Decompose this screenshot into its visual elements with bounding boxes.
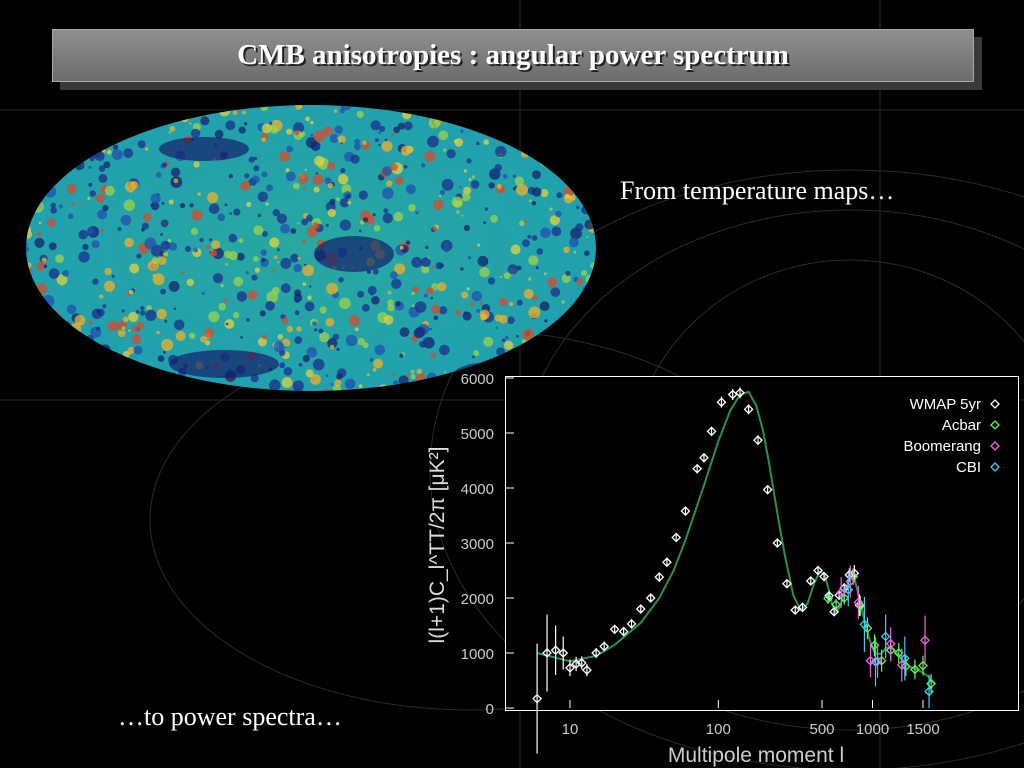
slide-title-bar: CMB anisotropies : angular power spectru… <box>52 29 974 82</box>
caption-temperature-maps: From temperature maps… <box>620 176 895 205</box>
caption-power-spectra: …to power spectra… <box>118 702 342 731</box>
slide-title: CMB anisotropies : angular power spectru… <box>237 39 789 71</box>
power-spectrum-plot-frame <box>505 376 1019 711</box>
cmb-sky-map <box>26 105 596 391</box>
